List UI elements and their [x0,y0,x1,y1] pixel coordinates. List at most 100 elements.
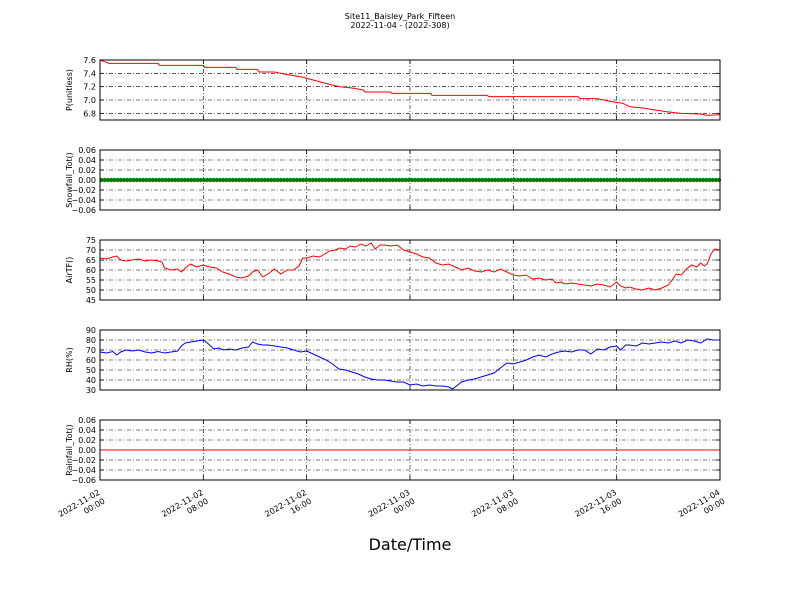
series-marker [208,177,213,183]
series-marker [281,177,286,183]
y-tick-label: 6.8 [83,109,96,118]
series-marker [704,177,709,183]
series-marker [185,177,190,183]
series-marker [166,177,171,183]
series-marker [646,177,651,183]
y-tick-label: 50 [86,286,96,295]
series-marker [585,177,591,183]
series-marker [301,177,306,183]
y-tick-label: 65 [86,256,96,265]
series-marker [211,177,216,183]
series-marker [288,177,293,183]
y-axis-label: P(unitless) [65,69,74,111]
series-marker [678,177,683,183]
series-marker [262,177,267,183]
series-marker [227,177,232,183]
series-marker [656,177,661,183]
series-marker [345,177,350,183]
series-marker [313,177,318,183]
series-marker [569,177,575,183]
series-marker [358,177,363,183]
series-marker [240,177,245,183]
series-marker [409,177,414,183]
series-marker [576,177,581,183]
series-marker [326,177,331,183]
series-marker [713,177,719,183]
series-marker [515,177,520,183]
y-tick-label: 90 [86,326,96,335]
series-marker [377,177,382,183]
y-axis-label: AirTF() [65,257,74,284]
series-marker [141,177,146,183]
series-marker [419,177,424,183]
series-marker [553,177,559,183]
series-marker [537,177,543,183]
series-marker [441,177,446,183]
series-marker [310,177,315,183]
series-marker [163,177,168,183]
series-marker [601,177,607,183]
y-tick-label: 0.04 [78,426,96,435]
series-marker [691,177,696,183]
series-marker [230,177,235,183]
series-marker [595,177,600,183]
series-marker [541,177,546,183]
series-marker [109,177,114,183]
series-marker [278,177,283,183]
series-marker [467,177,472,183]
series-marker [291,177,296,183]
series-marker [697,177,703,183]
y-tick-label: −0.06 [71,476,96,485]
y-tick-label: 0.02 [78,166,96,175]
series-marker [582,177,587,183]
series-marker [355,177,360,183]
series-marker [393,177,398,183]
y-tick-label: 30 [86,386,96,395]
series-marker [649,177,655,183]
series-marker [365,177,370,183]
subplots: 6.87.07.27.47.6P(unitless) −0.06−0.04−0.0… [65,56,722,485]
series-marker [429,177,434,183]
series-marker [550,177,555,183]
subplot-5: −0.06−0.04−0.020.000.020.040.06 Rainfall_… [65,416,721,485]
series-marker [457,177,462,183]
series-marker [189,177,194,183]
series-marker [214,177,219,183]
axes-frame [99,329,721,391]
series-marker [499,177,504,183]
series-marker [512,177,517,183]
y-tick-label: 0.04 [78,156,96,165]
series-marker [198,177,203,183]
series-marker [685,177,690,183]
series-marker [662,177,667,183]
series-marker [368,177,373,183]
series-marker [361,177,366,183]
series-marker [233,177,238,183]
series-marker [323,177,328,183]
series-marker [496,177,501,183]
series-marker [413,177,418,183]
series-marker [403,177,408,183]
subplot-1: 6.8 7.0 7.2 7.4 7.6 P(unitless) [65,56,721,121]
series-marker [112,177,117,183]
y-tick-label: 0.00 [78,176,96,185]
series-marker [617,177,623,183]
series-marker [502,177,507,183]
series-marker [630,177,635,183]
series-marker [243,177,248,183]
series-marker [397,177,402,183]
series-marker [483,177,488,183]
y-axis-label: Rainfall_Tot() [65,424,74,476]
series-marker [579,177,584,183]
series-marker [633,177,639,183]
axes-frame [99,239,721,301]
series-marker [224,177,229,183]
series-marker [336,177,341,183]
series-marker [249,177,254,183]
series-marker [192,177,197,183]
series-marker [265,177,270,183]
series-marker [544,177,549,183]
series-marker [477,177,482,183]
y-tick-label: −0.02 [71,186,96,195]
